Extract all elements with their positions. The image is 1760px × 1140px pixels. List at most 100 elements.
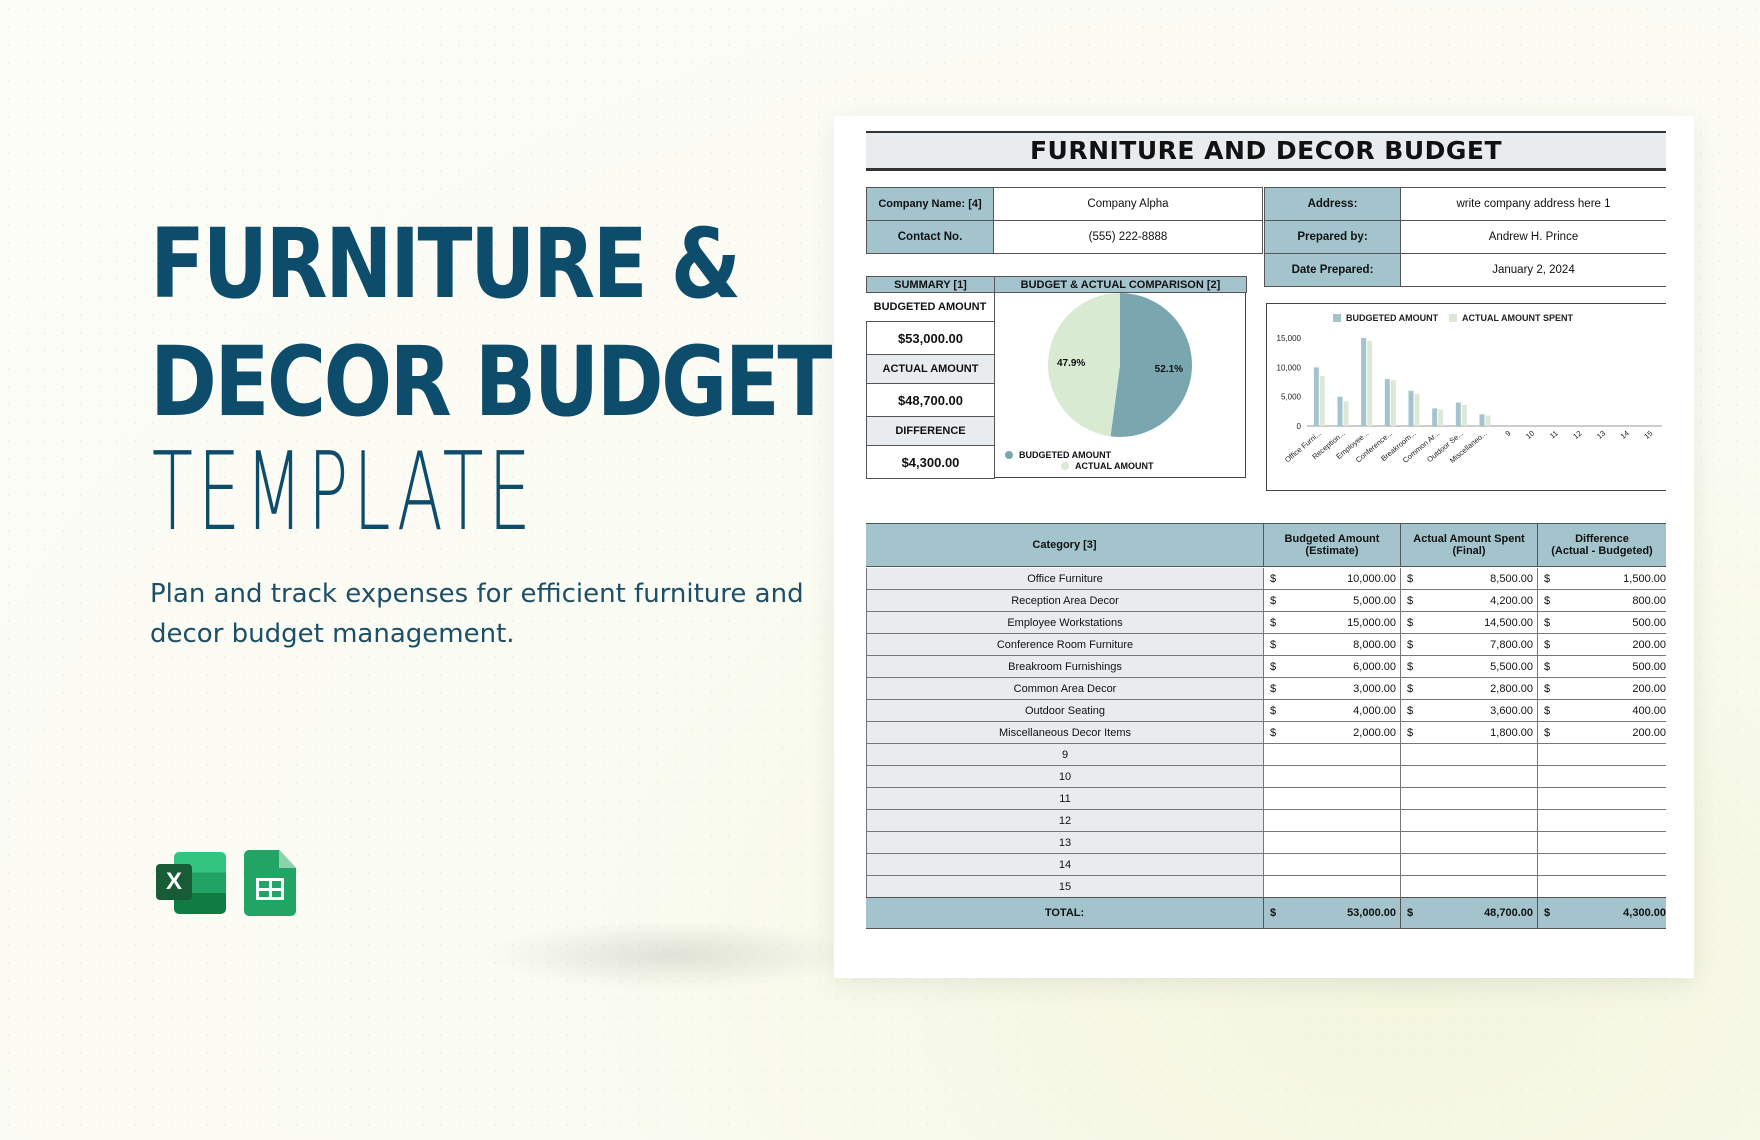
budgeted-cell[interactable]: [1264, 744, 1401, 765]
difference-cell[interactable]: $200.00: [1538, 678, 1666, 699]
category-cell[interactable]: 9: [866, 744, 1264, 765]
category-cell[interactable]: 11: [866, 788, 1264, 809]
difference-cell[interactable]: [1538, 744, 1666, 765]
actual-cell[interactable]: [1401, 854, 1538, 875]
difference-cell[interactable]: $1,500.00: [1538, 568, 1666, 589]
contact-label: Contact No.: [866, 220, 994, 254]
currency-sign: $: [1270, 907, 1277, 919]
budgeted-cell[interactable]: $3,000.00: [1264, 678, 1401, 699]
total-difference: 4,300.00: [1623, 907, 1666, 919]
actual-value: 4,200.00: [1490, 594, 1533, 607]
category-cell[interactable]: 14: [866, 854, 1264, 875]
budgeted-cell[interactable]: [1264, 810, 1401, 831]
actual-cell[interactable]: $2,800.00: [1401, 678, 1538, 699]
budgeted-cell[interactable]: $10,000.00: [1264, 568, 1401, 589]
actual-cell[interactable]: [1401, 788, 1538, 809]
category-cell[interactable]: 13: [866, 832, 1264, 853]
table-row: Outdoor Seating $4,000.00 $3,600.00 $400.00: [866, 700, 1666, 722]
category-cell[interactable]: Common Area Decor: [866, 678, 1264, 699]
budgeted-cell[interactable]: $2,000.00: [1264, 722, 1401, 743]
currency-sign: $: [1544, 638, 1551, 651]
budgeted-cell[interactable]: [1264, 832, 1401, 853]
table-row: 13: [866, 832, 1666, 854]
budgeted-cell[interactable]: $6,000.00: [1264, 656, 1401, 677]
category-cell[interactable]: 10: [866, 766, 1264, 787]
actual-cell[interactable]: $1,800.00: [1401, 722, 1538, 743]
currency-sign: $: [1544, 726, 1551, 739]
table-row: Reception Area Decor $5,000.00 $4,200.00 $8…: [866, 590, 1666, 612]
bar: [1384, 379, 1390, 426]
actual-cell[interactable]: [1401, 832, 1538, 853]
difference-cell[interactable]: $400.00: [1538, 700, 1666, 721]
category-cell[interactable]: Reception Area Decor: [866, 590, 1264, 611]
x-tick-label: 11: [1548, 429, 1560, 441]
actual-cell[interactable]: [1401, 810, 1538, 831]
bar: [1461, 404, 1467, 426]
actual-cell[interactable]: $3,600.00: [1401, 700, 1538, 721]
actual-amount-label: ACTUAL AMOUNT: [866, 354, 995, 384]
actual-cell[interactable]: $5,500.00: [1401, 656, 1538, 677]
actual-cell[interactable]: $8,500.00: [1401, 568, 1538, 589]
actual-cell[interactable]: $4,200.00: [1401, 590, 1538, 611]
difference-cell[interactable]: $500.00: [1538, 656, 1666, 677]
category-cell[interactable]: 12: [866, 810, 1264, 831]
header-actual: Actual Amount Spent (Final): [1401, 524, 1538, 566]
pie-slice: [1048, 293, 1120, 437]
prepared-by-value[interactable]: Andrew H. Prince: [1400, 220, 1666, 254]
category-cell[interactable]: Conference Room Furniture: [866, 634, 1264, 655]
difference-cell[interactable]: [1538, 810, 1666, 831]
difference-cell[interactable]: $500.00: [1538, 612, 1666, 633]
budgeted-cell[interactable]: $5,000.00: [1264, 590, 1401, 611]
actual-cell[interactable]: $14,500.00: [1401, 612, 1538, 633]
budgeted-cell[interactable]: [1264, 788, 1401, 809]
table-row: 12: [866, 810, 1666, 832]
difference-cell[interactable]: [1538, 854, 1666, 875]
budgeted-cell[interactable]: $8,000.00: [1264, 634, 1401, 655]
category-cell[interactable]: Miscellaneous Decor Items: [866, 722, 1264, 743]
budgeted-cell[interactable]: $15,000.00: [1264, 612, 1401, 633]
x-tick-label: 10: [1524, 429, 1536, 441]
actual-cell[interactable]: [1401, 876, 1538, 897]
actual-cell[interactable]: $7,800.00: [1401, 634, 1538, 655]
spreadsheet: FURNITURE AND DECOR BUDGET Company Name:…: [866, 131, 1666, 929]
actual-value: 1,800.00: [1490, 726, 1533, 739]
y-tick-label: 5,000: [1281, 393, 1302, 402]
difference-cell[interactable]: $200.00: [1538, 634, 1666, 655]
company-name-value[interactable]: Company Alpha: [993, 187, 1263, 221]
difference-value: 500.00: [1632, 660, 1666, 673]
difference-cell[interactable]: [1538, 832, 1666, 853]
actual-value: 8,500.00: [1490, 572, 1533, 585]
category-cell[interactable]: 15: [866, 876, 1264, 897]
budgeted-cell[interactable]: [1264, 876, 1401, 897]
category-cell[interactable]: Outdoor Seating: [866, 700, 1264, 721]
y-tick-label: 15,000: [1277, 334, 1302, 343]
difference-cell[interactable]: $800.00: [1538, 590, 1666, 611]
budgeted-amount-value: $53,000.00: [866, 321, 995, 355]
y-tick-label: 10,000: [1277, 363, 1302, 372]
address-value[interactable]: write company address here 1: [1400, 187, 1666, 221]
difference-cell[interactable]: [1538, 876, 1666, 897]
budgeted-cell[interactable]: [1264, 854, 1401, 875]
difference-cell[interactable]: $200.00: [1538, 722, 1666, 743]
difference-value: 400.00: [1632, 704, 1666, 717]
currency-sign: $: [1407, 616, 1414, 629]
category-cell[interactable]: Employee Workstations: [866, 612, 1264, 633]
category-cell[interactable]: Breakroom Furnishings: [866, 656, 1264, 677]
budgeted-value: 2,000.00: [1353, 726, 1396, 739]
category-cell[interactable]: Office Furniture: [866, 568, 1264, 589]
actual-cell[interactable]: [1401, 766, 1538, 787]
date-value[interactable]: January 2, 2024: [1400, 253, 1666, 287]
table-row: 14: [866, 854, 1666, 876]
contact-value[interactable]: (555) 222-8888: [993, 220, 1263, 254]
difference-label: DIFFERENCE: [866, 416, 995, 446]
budgeted-cell[interactable]: $4,000.00: [1264, 700, 1401, 721]
difference-cell[interactable]: [1538, 766, 1666, 787]
currency-sign: $: [1270, 638, 1277, 651]
actual-cell[interactable]: [1401, 744, 1538, 765]
budgeted-cell[interactable]: [1264, 766, 1401, 787]
table-row: 11: [866, 788, 1666, 810]
difference-cell[interactable]: [1538, 788, 1666, 809]
x-tick-label: 15: [1642, 429, 1654, 441]
difference-value: 200.00: [1632, 638, 1666, 651]
